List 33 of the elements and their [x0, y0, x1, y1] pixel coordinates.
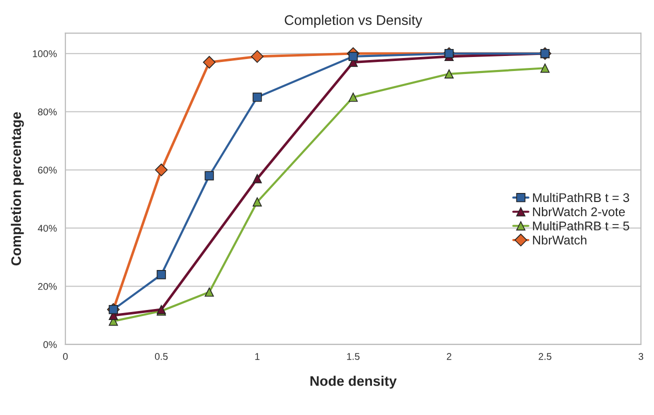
legend-label: MultiPathRB t = 5: [533, 221, 630, 230]
y-axis-title: Completion percentage: [10, 112, 24, 266]
x-tick-label: 3: [638, 353, 644, 360]
point: [252, 197, 262, 206]
point: [252, 174, 262, 184]
point: [202, 56, 216, 69]
y-tick-label: 100%: [32, 50, 57, 58]
legend-label: NbrWatch 2-vote: [533, 207, 625, 216]
point: [540, 64, 550, 73]
point: [250, 50, 264, 63]
y-tick-label: 20%: [38, 283, 57, 290]
point: [348, 92, 358, 102]
y-tick-label: 60%: [38, 166, 57, 174]
x-tick-label: 2.5: [538, 353, 552, 360]
point: [155, 164, 168, 176]
x-tick-label: 1.5: [347, 353, 360, 360]
x-tick-label: 0: [63, 353, 68, 360]
x-tick-label: 1: [255, 353, 260, 360]
point: [204, 288, 214, 297]
point: [444, 69, 454, 79]
point: [204, 171, 214, 180]
y-tick-label: 40%: [38, 224, 57, 232]
x-tick-label: 2: [446, 353, 452, 360]
legend-label: NbrWatch: [533, 235, 586, 245]
point: [252, 92, 262, 102]
x-axis-title: Node density: [310, 376, 397, 389]
chart-title: Completion vs Density: [284, 14, 422, 28]
point: [348, 52, 358, 62]
x-tick-label: 0.5: [154, 353, 168, 360]
y-tick-label: 80%: [38, 108, 57, 116]
legend-label: MultiPathRB t = 3: [533, 192, 630, 202]
y-tick-label: 0%: [43, 341, 57, 348]
point: [156, 270, 166, 280]
